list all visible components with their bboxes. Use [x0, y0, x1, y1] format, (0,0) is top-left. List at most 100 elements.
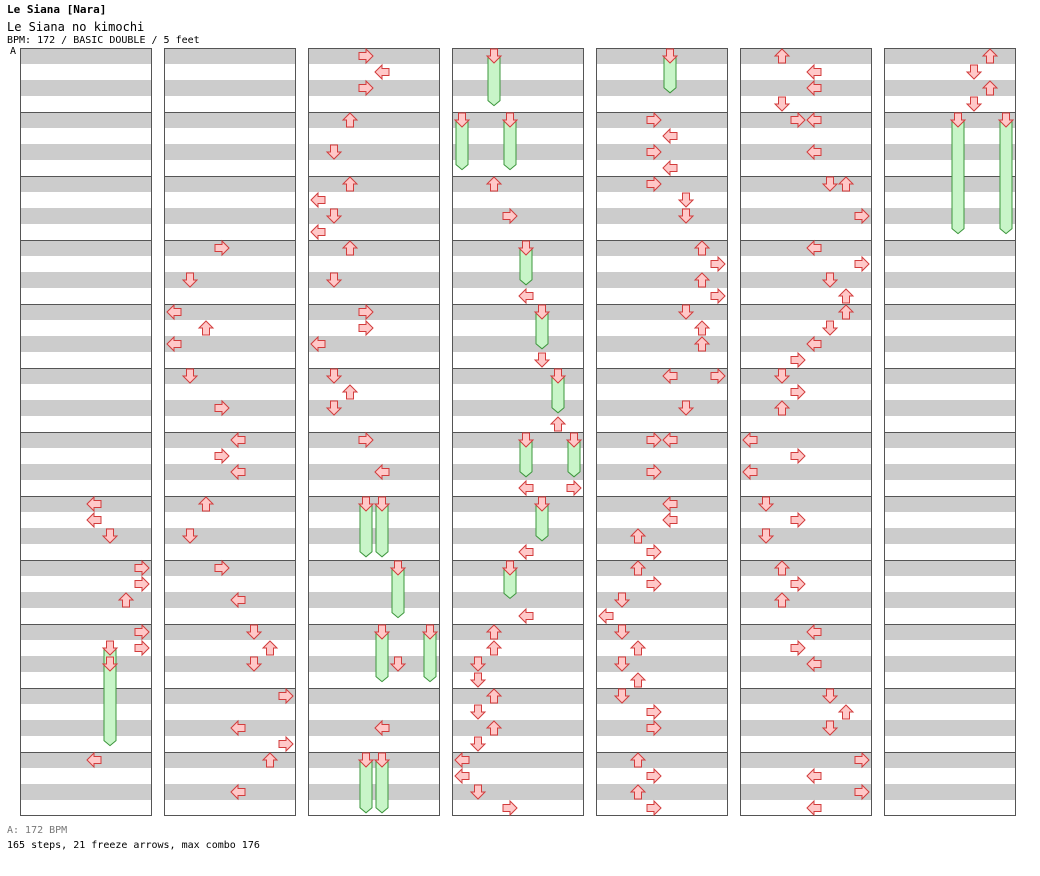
beat-stripe: [20, 784, 152, 800]
step-arrow-down: [613, 688, 631, 704]
beat-stripe: [164, 240, 296, 256]
step-arrow-down: [757, 496, 775, 512]
step-arrow-down: [677, 400, 695, 416]
beat-stripe: [308, 592, 440, 608]
beat-stripe: [596, 784, 728, 800]
beat-stripe: [740, 496, 872, 512]
step-arrow-up: [693, 240, 711, 256]
beat-stripe: [884, 240, 1016, 256]
step-arrow-down: [469, 656, 487, 672]
step-arrow-left: [662, 367, 678, 385]
step-arrow-up: [341, 176, 359, 192]
beat-stripe: [308, 112, 440, 128]
beat-stripe: [884, 48, 1016, 64]
step-arrow-down: [821, 176, 839, 192]
freeze-arrow: [999, 119, 1013, 235]
step-arrow-up: [629, 528, 647, 544]
step-arrow-up: [629, 672, 647, 688]
beat-stripe: [740, 464, 872, 480]
panel-4: [452, 48, 584, 817]
step-arrow-left: [518, 607, 534, 625]
beat-stripe: [452, 752, 584, 768]
freeze-head-arrow: [357, 752, 375, 768]
step-arrow-down: [677, 208, 695, 224]
beat-stripe: [308, 688, 440, 704]
step-arrow-left: [310, 335, 326, 353]
beat-stripe: [596, 624, 728, 640]
step-arrow-left: [230, 463, 246, 481]
step-arrow-up: [837, 304, 855, 320]
beat-stripe: [20, 400, 152, 416]
step-arrow-down: [469, 672, 487, 688]
step-arrow-right: [134, 639, 150, 657]
step-arrow-right: [502, 207, 518, 225]
panel-3: [308, 47, 440, 816]
beat-stripe: [596, 336, 728, 352]
beat-stripe: [308, 784, 440, 800]
beat-stripe: [452, 688, 584, 704]
beat-stripe: [452, 720, 584, 736]
beat-stripe: [740, 624, 872, 640]
step-arrow-up: [773, 592, 791, 608]
beat-stripe: [596, 432, 728, 448]
step-arrow-left: [806, 79, 822, 97]
beat-stripe: [740, 560, 872, 576]
beat-stripe: [596, 656, 728, 672]
beat-stripe: [884, 528, 1016, 544]
beat-stripe: [596, 496, 728, 512]
step-arrow-up: [549, 416, 567, 432]
beat-stripe: [884, 176, 1016, 192]
freeze-head-arrow: [101, 640, 119, 656]
beat-stripe: [884, 272, 1016, 288]
panel-border: [308, 48, 440, 816]
beat-stripe: [452, 112, 584, 128]
beat-stripe: [20, 688, 152, 704]
step-arrow-down: [325, 144, 343, 160]
beat-stripe: [308, 400, 440, 416]
panel-1: [20, 48, 152, 816]
step-arrow-left: [662, 159, 678, 177]
step-arrow-left: [806, 335, 822, 353]
panel-2: [164, 48, 296, 816]
step-arrow-left: [806, 799, 822, 817]
beat-stripe: [164, 784, 296, 800]
song-title: Le Siana [Nara]: [7, 3, 107, 16]
freeze-head-arrow: [421, 624, 439, 640]
step-arrow-down: [469, 784, 487, 800]
beat-stripe: [308, 176, 440, 192]
step-arrow-left: [662, 495, 678, 513]
freeze-arrow: [951, 119, 965, 235]
footer-bpm: A: 172 BPM: [7, 825, 68, 836]
step-arrow-down: [181, 528, 199, 544]
beat-stripe: [452, 496, 584, 512]
step-arrow-down: [677, 304, 695, 320]
step-arrow-left: [518, 543, 534, 561]
step-arrow-left: [806, 655, 822, 673]
beat-stripe: [452, 208, 584, 224]
step-arrow-down: [245, 624, 263, 640]
freeze-head-arrow: [389, 560, 407, 576]
step-arrow-left: [806, 143, 822, 161]
beat-stripe: [740, 720, 872, 736]
beat-stripe: [164, 144, 296, 160]
step-arrow-right: [646, 463, 662, 481]
step-arrow-right: [646, 543, 662, 561]
beat-stripe: [740, 784, 872, 800]
beat-stripe: [596, 208, 728, 224]
step-arrow-down: [181, 368, 199, 384]
beat-stripe: [884, 208, 1016, 224]
step-arrow-up: [629, 560, 647, 576]
step-arrow-left: [806, 623, 822, 641]
step-arrow-down: [101, 656, 119, 672]
beat-stripe: [452, 432, 584, 448]
beat-stripe: [164, 336, 296, 352]
beat-stripe: [164, 656, 296, 672]
step-arrow-down: [965, 64, 983, 80]
beat-stripe: [596, 752, 728, 768]
step-arrow-up: [693, 336, 711, 352]
beat-stripe: [452, 176, 584, 192]
freeze-head-arrow: [533, 304, 551, 320]
beat-stripe: [164, 80, 296, 96]
beat-stripe: [20, 240, 152, 256]
